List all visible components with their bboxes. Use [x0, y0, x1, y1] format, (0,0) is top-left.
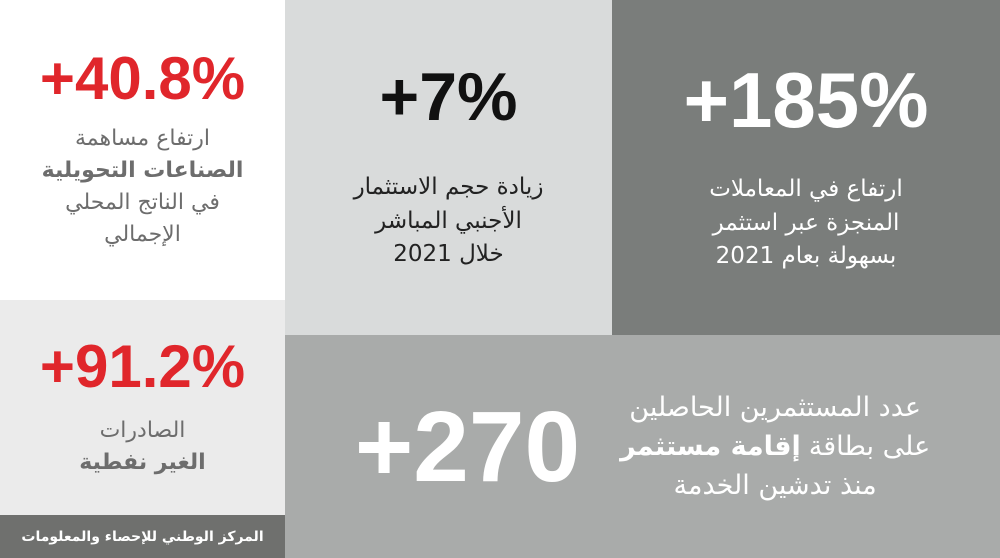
text-line: الصناعات التحويلية: [42, 155, 244, 187]
text-segment: الإجمالي: [104, 221, 181, 247]
stat-tile: +91.2% الصادرات الغير نفطية: [0, 300, 285, 515]
text-line: الغير نفطية: [79, 447, 205, 479]
text-line: بسهولة بعام 2021: [709, 240, 903, 273]
stat-text: زيادة حجم الاستثمار الأجنبي المباشر خلال 2…: [354, 171, 544, 271]
text-line: ارتفاع في المعاملات: [709, 173, 903, 206]
text-line: عدد المستثمرين الحاصلين: [620, 388, 930, 427]
text-line: منذ تدشين الخدمة: [620, 466, 930, 505]
text-segment: منذ تدشين الخدمة: [673, 470, 877, 502]
text-segment: عدد المستثمرين الحاصلين: [629, 391, 921, 423]
text-line: زيادة حجم الاستثمار: [354, 171, 544, 204]
text-segment: بسهولة بعام 2021: [715, 243, 897, 270]
stat-text: ارتفاع في المعاملات المنجزة عبر استثمر بسه…: [709, 173, 903, 273]
text-segment: في الناتج المحلي: [65, 190, 220, 215]
text-segment: الغير نفطية: [79, 449, 206, 475]
stat-text: الصادرات الغير نفطية: [79, 415, 205, 479]
text-line: في الناتج المحلي: [42, 187, 244, 219]
stat-value: +7%: [379, 59, 518, 136]
stat-value: +91.2%: [39, 332, 246, 400]
text-segment: ارتفاع في المعاملات: [709, 176, 903, 203]
stat-tile: +185% ارتفاع في المعاملات المنجزة عبر استث…: [612, 0, 1000, 335]
text-line: ارتفاع مساهمة: [42, 123, 244, 155]
text-line: المنجزة عبر استثمر: [709, 207, 903, 240]
stat-tile: +7% زيادة حجم الاستثمار الأجنبي المباشر خلا…: [285, 0, 612, 335]
stat-text: عدد المستثمرين الحاصلين على بطاقةإقامة مس…: [620, 388, 930, 505]
text-segment: الصناعات التحويلية: [41, 158, 244, 184]
stat-tile: +270 عدد المستثمرين الحاصلين على بطاقةإقام…: [285, 335, 1000, 558]
text-segment: الصادرات: [99, 417, 186, 443]
text-segment: ارتفاع مساهمة: [74, 126, 211, 152]
text-line: خلال 2021: [354, 238, 544, 271]
text-line: الإجمالي: [42, 219, 244, 251]
text-segment: إقامة مستثمر: [620, 430, 801, 462]
stat-value: +270: [354, 390, 581, 503]
stat-value: +185%: [683, 56, 929, 145]
text-segment: المنجزة عبر استثمر: [712, 209, 900, 236]
stat-tile: +40.8% ارتفاع مساهمة الصناعات التحويلية في …: [0, 0, 285, 300]
text-segment: خلال 2021: [393, 241, 504, 268]
text-segment: زيادة حجم الاستثمار: [353, 174, 544, 201]
text-segment: على بطاقة: [808, 430, 931, 462]
text-line: الأجنبي المباشر: [354, 205, 544, 238]
text-line: على بطاقةإقامة مستثمر: [620, 427, 930, 466]
stat-value: +40.8%: [39, 45, 246, 113]
stat-text: ارتفاع مساهمة الصناعات التحويلية في الناتج…: [42, 123, 244, 251]
source-footer: المركز الوطني للإحصاء والمعلومات: [0, 515, 285, 558]
text-line: الصادرات: [79, 415, 205, 447]
text-segment: الأجنبي المباشر: [375, 207, 522, 234]
